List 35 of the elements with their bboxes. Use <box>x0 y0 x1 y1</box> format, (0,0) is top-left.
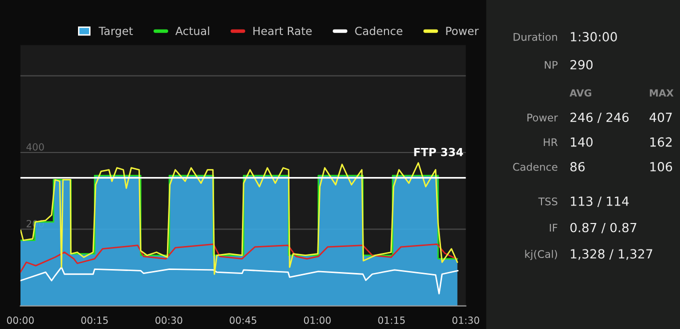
legend-label: Target <box>98 26 133 38</box>
x-tick-label: 00:15 <box>81 316 108 324</box>
text: 1,328 / 1,327 <box>570 249 652 260</box>
text: 407 <box>650 112 672 122</box>
text: 162 <box>650 137 672 147</box>
x-tick-label: 01:30 <box>452 316 480 324</box>
text: 86 <box>570 162 585 172</box>
text: 1:30:00 <box>570 32 617 42</box>
text: 140 <box>570 137 593 147</box>
text: NP <box>544 61 558 69</box>
text: 113 / 114 <box>570 196 629 207</box>
text: 246 / 246 <box>570 112 629 124</box>
text: 0.87 / 0.87 <box>570 222 636 234</box>
legend-label: Cadence <box>355 26 402 36</box>
x-tick-label: 00:30 <box>156 316 182 324</box>
text: 106 <box>650 162 672 172</box>
ref-line-label: FTP 334 <box>414 148 464 156</box>
x-tick-label: 01:00 <box>304 316 331 324</box>
text: Duration <box>514 32 558 41</box>
text: TSS <box>538 197 558 206</box>
text: HR <box>544 138 558 146</box>
text: kj(Cal) <box>525 250 558 260</box>
text: AVG <box>570 89 592 97</box>
text: MAX <box>650 89 674 96</box>
x-tick-label: 00:00 <box>7 316 34 324</box>
text: Power <box>527 114 558 122</box>
text: IF <box>550 224 558 232</box>
x-tick-label: 01:15 <box>378 316 405 324</box>
legend-label: Heart Rate <box>253 26 312 36</box>
legend-label: Actual <box>175 26 210 36</box>
x-tick-label: 00:45 <box>230 316 256 324</box>
y-tick-label: 400 <box>26 143 44 151</box>
legend-label: Power <box>446 26 479 36</box>
text: Cadence <box>513 162 558 171</box>
text: 290 <box>570 60 593 70</box>
